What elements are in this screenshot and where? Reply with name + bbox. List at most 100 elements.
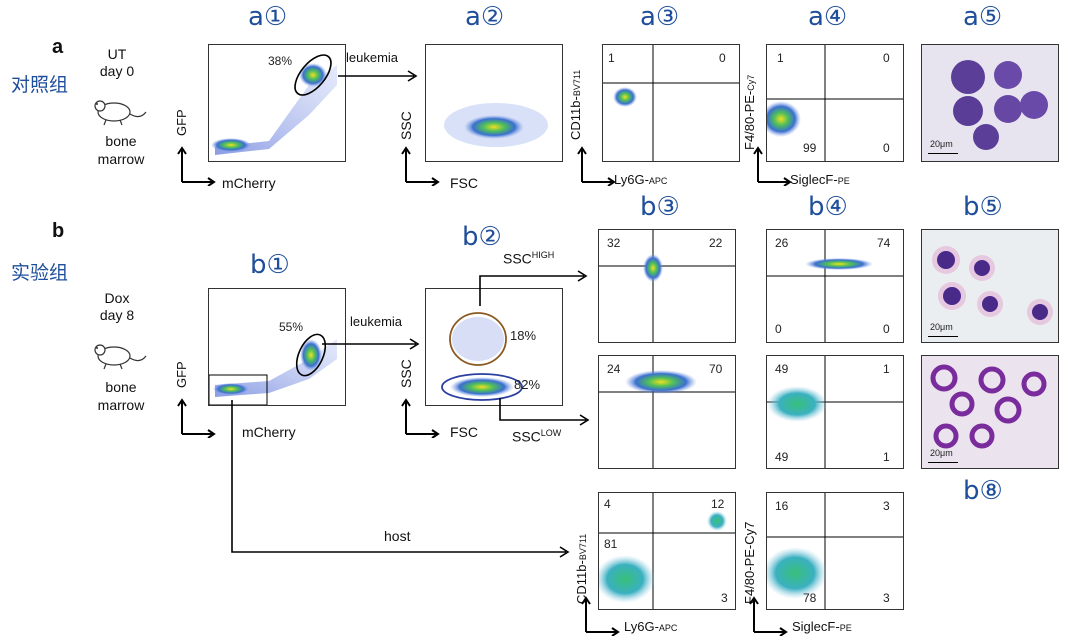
host-siglecf-x-label: SiglecF-PE (792, 619, 852, 634)
b1-axis-arrows (177, 398, 216, 438)
b4-q-br: 0 (883, 322, 890, 336)
b-condition-line2: day 8 (99, 307, 135, 323)
plot-b2-ssc-fsc (425, 288, 563, 406)
plot-b3: 32 22 (598, 229, 736, 343)
arrow-b1-to-b2 (322, 338, 420, 350)
arrow-host (231, 400, 570, 558)
b1-x-label: mCherry (242, 424, 296, 440)
a3-y-label-sub: BV711 (572, 69, 582, 97)
host-siglecf-x-sub: PE (839, 623, 852, 633)
host-f480-q-br: 3 (883, 591, 890, 605)
ssc-high-sup: HIGH (531, 250, 555, 260)
mouse-icon (94, 100, 147, 126)
a4-y-label-main: F4/80-PE- (742, 90, 757, 150)
a1-x-label: mCherry (222, 175, 276, 191)
condition-line1: UT (107, 46, 127, 62)
ssc-low-main: SSC (512, 428, 541, 445)
a1-gate-percent: 38% (268, 54, 293, 68)
b3-q-tl: 32 (607, 236, 621, 250)
tissue-line1: bone (105, 133, 137, 149)
plot-b6: 24 70 (598, 355, 736, 469)
a3-x-label: Ly6G-APC (614, 172, 667, 187)
header-b8: b⑧ (963, 476, 1003, 506)
b5-scale-bar (928, 336, 958, 337)
host-f480-y-label: F4/80-PE-Cy7 (742, 521, 757, 604)
b6-q-tl: 24 (607, 362, 621, 376)
host-cd11b-y-label: CD11b-BV711 (574, 534, 589, 604)
host-siglecf-x-main: SiglecF- (792, 619, 840, 634)
ssc-low-label: SSCLOW (512, 428, 561, 445)
b-tissue-line2: marrow (97, 397, 145, 413)
host-ly6g-x-main: Ly6G- (624, 619, 659, 634)
a3-x-label-main: Ly6G- (614, 172, 649, 187)
header-b3: b③ (640, 192, 680, 222)
header-a5: a⑤ (963, 2, 1003, 32)
b6-q-tr: 70 (709, 362, 723, 376)
header-a3: a③ (640, 2, 680, 32)
ssc-high-main: SSC (503, 250, 532, 267)
host-cd11b-q-ml: 81 (604, 537, 618, 551)
host-f480-q-tr: 3 (883, 499, 890, 513)
plot-a1-gfp-mcherry (208, 44, 346, 162)
condition-line2: day 0 (99, 63, 135, 79)
b2-pct-high: 18% (510, 328, 537, 343)
b8-scale-bar (928, 462, 958, 463)
host-cd11b-axis-arrows (581, 596, 620, 636)
b2-pct-low: 82% (514, 377, 541, 392)
header-b5: b⑤ (963, 192, 1003, 222)
a4-x-label-sub: PE (837, 176, 850, 186)
header-a1: a① (248, 2, 288, 32)
a3-axis-arrows (577, 146, 616, 186)
a3-x-label-sub: APC (648, 176, 668, 186)
b7-q-br: 1 (883, 450, 890, 464)
section-a-tissue: bone marrow (95, 132, 147, 168)
host-cd11b-q-tl: 4 (604, 497, 611, 511)
b2-y-label: SSC (398, 359, 414, 388)
section-b-group-name: 实验组 (11, 262, 69, 284)
a4-q-tr: 0 (883, 51, 890, 65)
b4-q-tr: 74 (877, 236, 891, 250)
host-f480-q-tl: 16 (775, 499, 789, 513)
host-ly6g-x-label: Ly6G-APC (624, 619, 677, 634)
section-b-tissue: bone marrow (95, 378, 147, 414)
a5-scale-bar (928, 153, 958, 154)
a2-axis-arrows (401, 146, 440, 186)
a4-x-label: SiglecF-PE (790, 172, 850, 187)
plot-host-cd11b-ly6g: 4 12 81 3 (598, 492, 736, 610)
plot-a2-ssc-fsc (425, 44, 563, 162)
host-cd11b-q-tr: 12 (711, 497, 725, 511)
host-cd11b-y-sub: BV711 (578, 533, 588, 561)
a4-axis-arrows (753, 146, 792, 186)
micrograph-a5: 20μm (921, 44, 1059, 162)
b2-x-label: FSC (450, 424, 478, 440)
a3-y-label-main: CD11b- (568, 96, 583, 140)
mouse-icon (94, 344, 147, 370)
micrograph-b8: 20μm (921, 355, 1059, 469)
b7-q-tl: 49 (775, 362, 789, 376)
a1-y-label: GFP (174, 109, 189, 136)
b7-q-tr: 1 (883, 362, 890, 376)
a1-axis-arrows (177, 146, 216, 186)
a5-scale-label: 20μm (930, 139, 953, 149)
host-ly6g-x-sub: APC (658, 623, 678, 633)
b4-q-bl: 0 (775, 322, 782, 336)
b-condition-line1: Dox (104, 290, 130, 306)
a4-q-bl: 99 (803, 141, 817, 155)
header-a4: a④ (808, 2, 848, 32)
host-f480-axis-arrows (749, 596, 788, 636)
ssc-low-sup: LOW (540, 428, 562, 438)
b-tissue-line1: bone (105, 379, 137, 395)
plot-b1-gfp-mcherry (208, 288, 346, 406)
a-arrow-label: leukemia (346, 50, 399, 65)
b8-scale-label: 20μm (930, 448, 953, 458)
plot-a3-cd11b-ly6g: 1 0 (602, 44, 740, 162)
b1-y-label: GFP (174, 361, 189, 388)
section-a-condition: UT day 0 (97, 46, 137, 80)
plot-a1-density (211, 54, 337, 155)
header-b2: b② (462, 222, 502, 252)
a4-x-label-main: SiglecF- (790, 172, 838, 187)
arrow-a1-to-a2 (338, 70, 418, 82)
b3-q-tr: 22 (709, 236, 723, 250)
section-b-condition: Dox day 8 (97, 290, 137, 324)
section-b-letter: b (52, 220, 65, 242)
